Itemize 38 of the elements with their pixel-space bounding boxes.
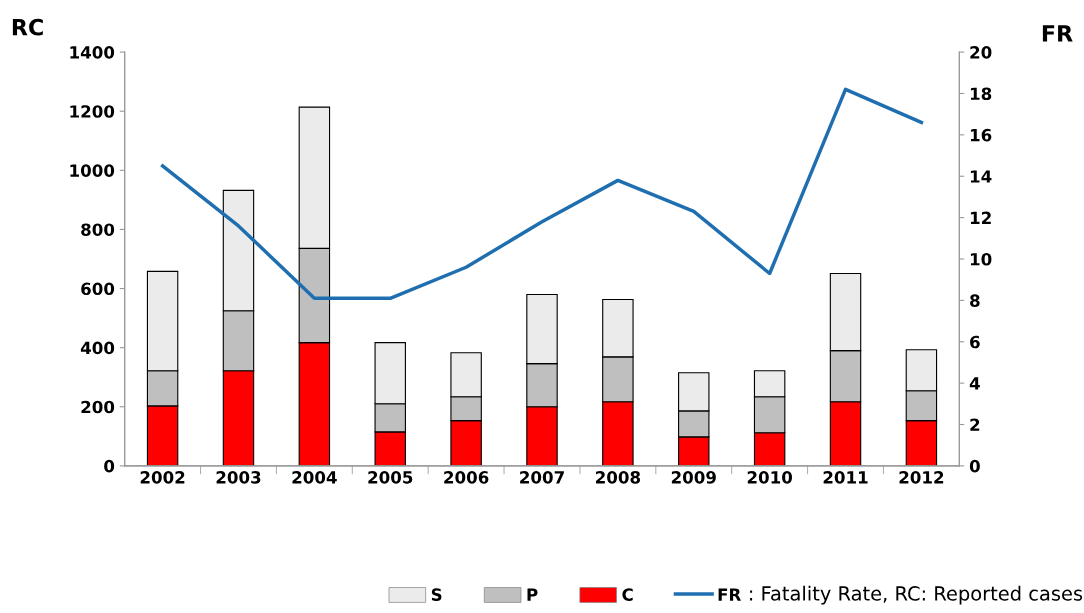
legend-label: FR xyxy=(718,588,741,601)
y2-tick-label: 4 xyxy=(969,377,980,390)
y-tick-label: 1200 xyxy=(70,105,115,118)
y-tick-label: 800 xyxy=(81,223,115,237)
y2-tick-label: 8 xyxy=(970,294,980,307)
x-tick-label: 2012 xyxy=(899,471,944,484)
y2-tick-label: 12 xyxy=(970,211,991,224)
y2-tick-label: 14 xyxy=(970,170,992,183)
y2-tick-label: 16 xyxy=(970,128,992,142)
line-series xyxy=(160,87,924,301)
x-tick-label: 2010 xyxy=(747,471,793,484)
y-tick-label: 0 xyxy=(104,459,115,473)
x-tick-label: 2011 xyxy=(823,471,868,484)
y2-tick-label: 18 xyxy=(970,87,992,101)
y-tick-label: 1400 xyxy=(70,46,115,59)
x-tick-label: 2006 xyxy=(444,471,489,484)
x-tick-label: 2005 xyxy=(368,471,413,484)
text: : Fatality Rate, RC: Reported cases xyxy=(750,585,1083,605)
y2-tick-label: 2 xyxy=(970,418,980,431)
y2-tick-label: 10 xyxy=(970,252,992,266)
y2-tick-label: 6 xyxy=(970,335,980,349)
y-tick-label: 400 xyxy=(80,341,115,355)
y2-tick-label: 20 xyxy=(970,46,992,59)
x-tick-label: 2003 xyxy=(216,471,261,484)
legend-label: C xyxy=(622,588,633,601)
y2-tick-label: 0 xyxy=(969,459,980,473)
y-tick-label: 1000 xyxy=(70,164,115,177)
y2-axis-title: FR xyxy=(1042,25,1073,42)
x-tick-label: 2008 xyxy=(596,471,641,484)
x-tick-label: 2009 xyxy=(671,471,716,484)
y-tick-label: 200 xyxy=(81,400,115,414)
y-axis-title: RC xyxy=(12,18,43,36)
legend-label: P xyxy=(527,588,538,601)
x-tick-label: 2007 xyxy=(520,471,564,484)
y-tick-label: 600 xyxy=(81,282,115,296)
x-tick-label: 2002 xyxy=(140,471,185,484)
x-tick-label: 2004 xyxy=(292,471,337,484)
legend-label: S xyxy=(431,588,442,601)
